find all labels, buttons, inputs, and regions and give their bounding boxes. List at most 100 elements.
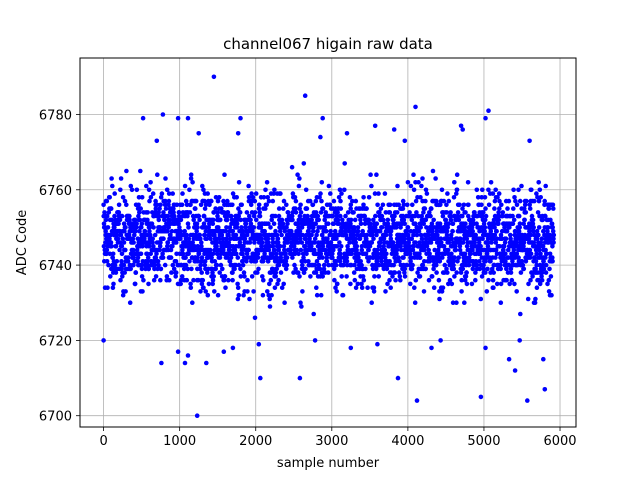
data-point (149, 221, 155, 226)
data-point (551, 236, 556, 241)
data-point (450, 228, 455, 234)
data-point (315, 213, 321, 219)
data-point (241, 255, 247, 260)
data-point (244, 259, 249, 264)
data-point (475, 195, 481, 200)
data-point (414, 210, 419, 215)
data-point (191, 217, 196, 223)
data-point (528, 232, 534, 238)
data-point (496, 191, 502, 196)
data-point (265, 195, 271, 200)
data-point (410, 262, 415, 268)
data-point (424, 225, 429, 230)
data-point (137, 210, 142, 215)
data-point (132, 232, 137, 238)
data-point (257, 213, 263, 219)
data-point (506, 262, 512, 268)
data-point (308, 274, 313, 279)
data-point (184, 232, 189, 238)
data-point (296, 183, 302, 189)
data-point (378, 240, 383, 245)
data-point (394, 210, 400, 215)
data-point (128, 183, 134, 189)
data-point (491, 221, 497, 226)
data-point (185, 213, 190, 219)
data-point (333, 285, 338, 291)
data-point (106, 210, 112, 215)
data-point (293, 266, 298, 272)
data-point (259, 236, 264, 241)
data-point (132, 217, 138, 223)
data-point (269, 292, 274, 298)
data-point (325, 236, 330, 241)
data-point (146, 244, 152, 249)
data-point (446, 221, 452, 226)
data-point (396, 270, 402, 275)
data-point (478, 244, 483, 249)
data-point (397, 259, 402, 264)
data-point (152, 262, 157, 268)
data-point (236, 262, 242, 268)
data-point (215, 210, 221, 215)
data-point (159, 191, 165, 196)
data-point (274, 266, 280, 272)
data-point (451, 259, 456, 264)
data-point (101, 221, 107, 226)
data-point (448, 217, 454, 223)
data-point (114, 232, 119, 238)
data-point (133, 270, 139, 275)
data-point (348, 217, 354, 223)
data-point (202, 198, 207, 204)
data-point (257, 210, 263, 215)
data-point (418, 232, 424, 238)
data-point (348, 345, 354, 351)
data-point (167, 217, 172, 223)
data-point (105, 225, 111, 230)
data-point (543, 213, 548, 219)
data-point (221, 349, 227, 355)
data-point (272, 187, 277, 193)
data-point (492, 206, 497, 211)
data-point (289, 213, 295, 219)
data-point (178, 228, 183, 234)
data-point (510, 213, 515, 219)
data-point (116, 202, 122, 208)
data-point (400, 206, 406, 211)
data-point (334, 244, 340, 249)
data-point (469, 281, 475, 287)
data-point (209, 198, 214, 204)
data-point (539, 277, 545, 283)
data-point (273, 270, 279, 275)
data-point (216, 225, 221, 230)
data-point (550, 225, 555, 230)
data-point (175, 349, 181, 355)
data-point (387, 202, 393, 208)
data-point (511, 206, 516, 211)
data-point (504, 277, 509, 283)
data-point (432, 247, 438, 253)
data-point (164, 187, 170, 193)
data-point (104, 251, 109, 257)
data-point (446, 240, 452, 245)
data-point (284, 262, 290, 268)
data-point (490, 191, 496, 196)
data-point (545, 281, 550, 287)
data-point (222, 274, 228, 279)
data-point (259, 244, 264, 249)
data-point (332, 228, 338, 234)
data-point (237, 240, 243, 245)
data-point (127, 213, 132, 219)
data-point (377, 244, 383, 249)
data-point (107, 195, 112, 200)
data-point (470, 228, 476, 234)
data-point (550, 244, 555, 249)
data-point (479, 195, 485, 200)
data-point (166, 225, 171, 230)
data-point (417, 255, 423, 260)
data-point (407, 210, 412, 215)
data-point (263, 187, 268, 193)
data-point (255, 251, 261, 257)
data-point (318, 191, 323, 196)
data-point (374, 232, 379, 238)
data-point (139, 274, 145, 279)
